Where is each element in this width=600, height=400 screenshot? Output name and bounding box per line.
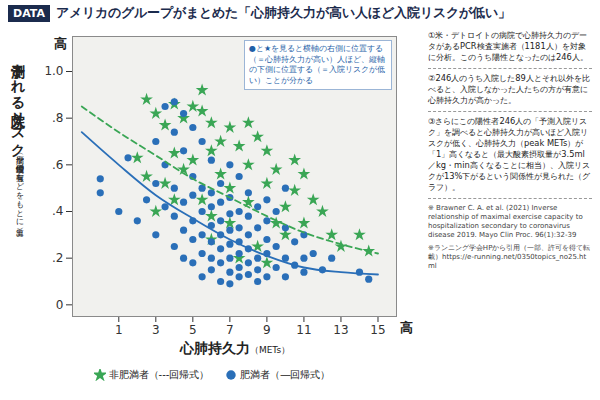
svg-text:.8: .8 xyxy=(52,111,63,125)
html-text:①米・デトロイトの病院で心肺持久力のデータがあるPCR検査実: ①米・デトロイトの病院で心肺持久力のデータがあるPCR検査実施者（1181人）を… xyxy=(428,30,588,62)
svg-text:11: 11 xyxy=(296,323,311,337)
html-text:※ Brawner C. A. et al. (2021): ※ Brawner C. A. et al. (2021) Inverse re… xyxy=(428,204,583,239)
svg-text:5: 5 xyxy=(189,323,197,337)
html-text:※ランニング学会HPから引用（一部、許可を得て転載）http: ※ランニング学会HPから引用（一部、許可を得て転載）https://e-runn… xyxy=(428,244,591,270)
html-text:予測される入院リスク: 予測される入院リスク xyxy=(10,54,26,150)
svg-text:3: 3 xyxy=(152,323,160,337)
html-text:●と★を見ると横軸の右側に位置する（＝心肺持久力が高い）人ほ: ●と★を見ると横軸の右側に位置する（＝心肺持久力が高い）人ほど、縦軸の下側に位置… xyxy=(249,44,385,85)
svg-text:1.0: 1.0 xyxy=(44,64,63,78)
svg-text:9: 9 xyxy=(263,323,271,337)
svg-text:13: 13 xyxy=(333,323,348,337)
svg-text:1: 1 xyxy=(115,323,123,337)
html-text:心肺持久力（METs）: 心肺持久力（METs） xyxy=(179,340,291,356)
html-text:肥満者（―回帰式）: 肥満者（―回帰式） xyxy=(240,369,331,380)
html-text:②246人のうち入院した89人とそれ以外を比べると、入院しな: ②246人のうち入院した89人とそれ以外を比べると、入院しなかった人たちの方が有… xyxy=(428,73,590,105)
svg-text:高: 高 xyxy=(54,36,67,51)
html-text:非肥満者（---回帰式）: 非肥満者（---回帰式） xyxy=(108,369,210,380)
svg-text:7: 7 xyxy=(226,323,234,337)
svg-text:.6: .6 xyxy=(52,158,63,172)
svg-text:0: 0 xyxy=(56,298,64,312)
html-text:③さらにこの陽性者246人の「予測入院リスク」を調べると心肺: ③さらにこの陽性者246人の「予測入院リスク」を調べると心肺持久力が高いほど入院… xyxy=(428,116,591,192)
html-text:（病歴や喫煙習慣の有無などをもとに算出）: （病歴や喫煙習慣の有無などをもとに算出） xyxy=(14,150,24,222)
svg-text:.2: .2 xyxy=(52,251,63,265)
html-text:DATA: DATA xyxy=(13,6,45,20)
svg-text:高: 高 xyxy=(400,320,413,335)
html-text:アメリカのグループがまとめた「心肺持久力が高い人ほど入院リス: アメリカのグループがまとめた「心肺持久力が高い人ほど入院リスクが低い」 xyxy=(56,4,511,20)
svg-text:.4: .4 xyxy=(52,204,63,218)
svg-text:15: 15 xyxy=(370,323,385,337)
